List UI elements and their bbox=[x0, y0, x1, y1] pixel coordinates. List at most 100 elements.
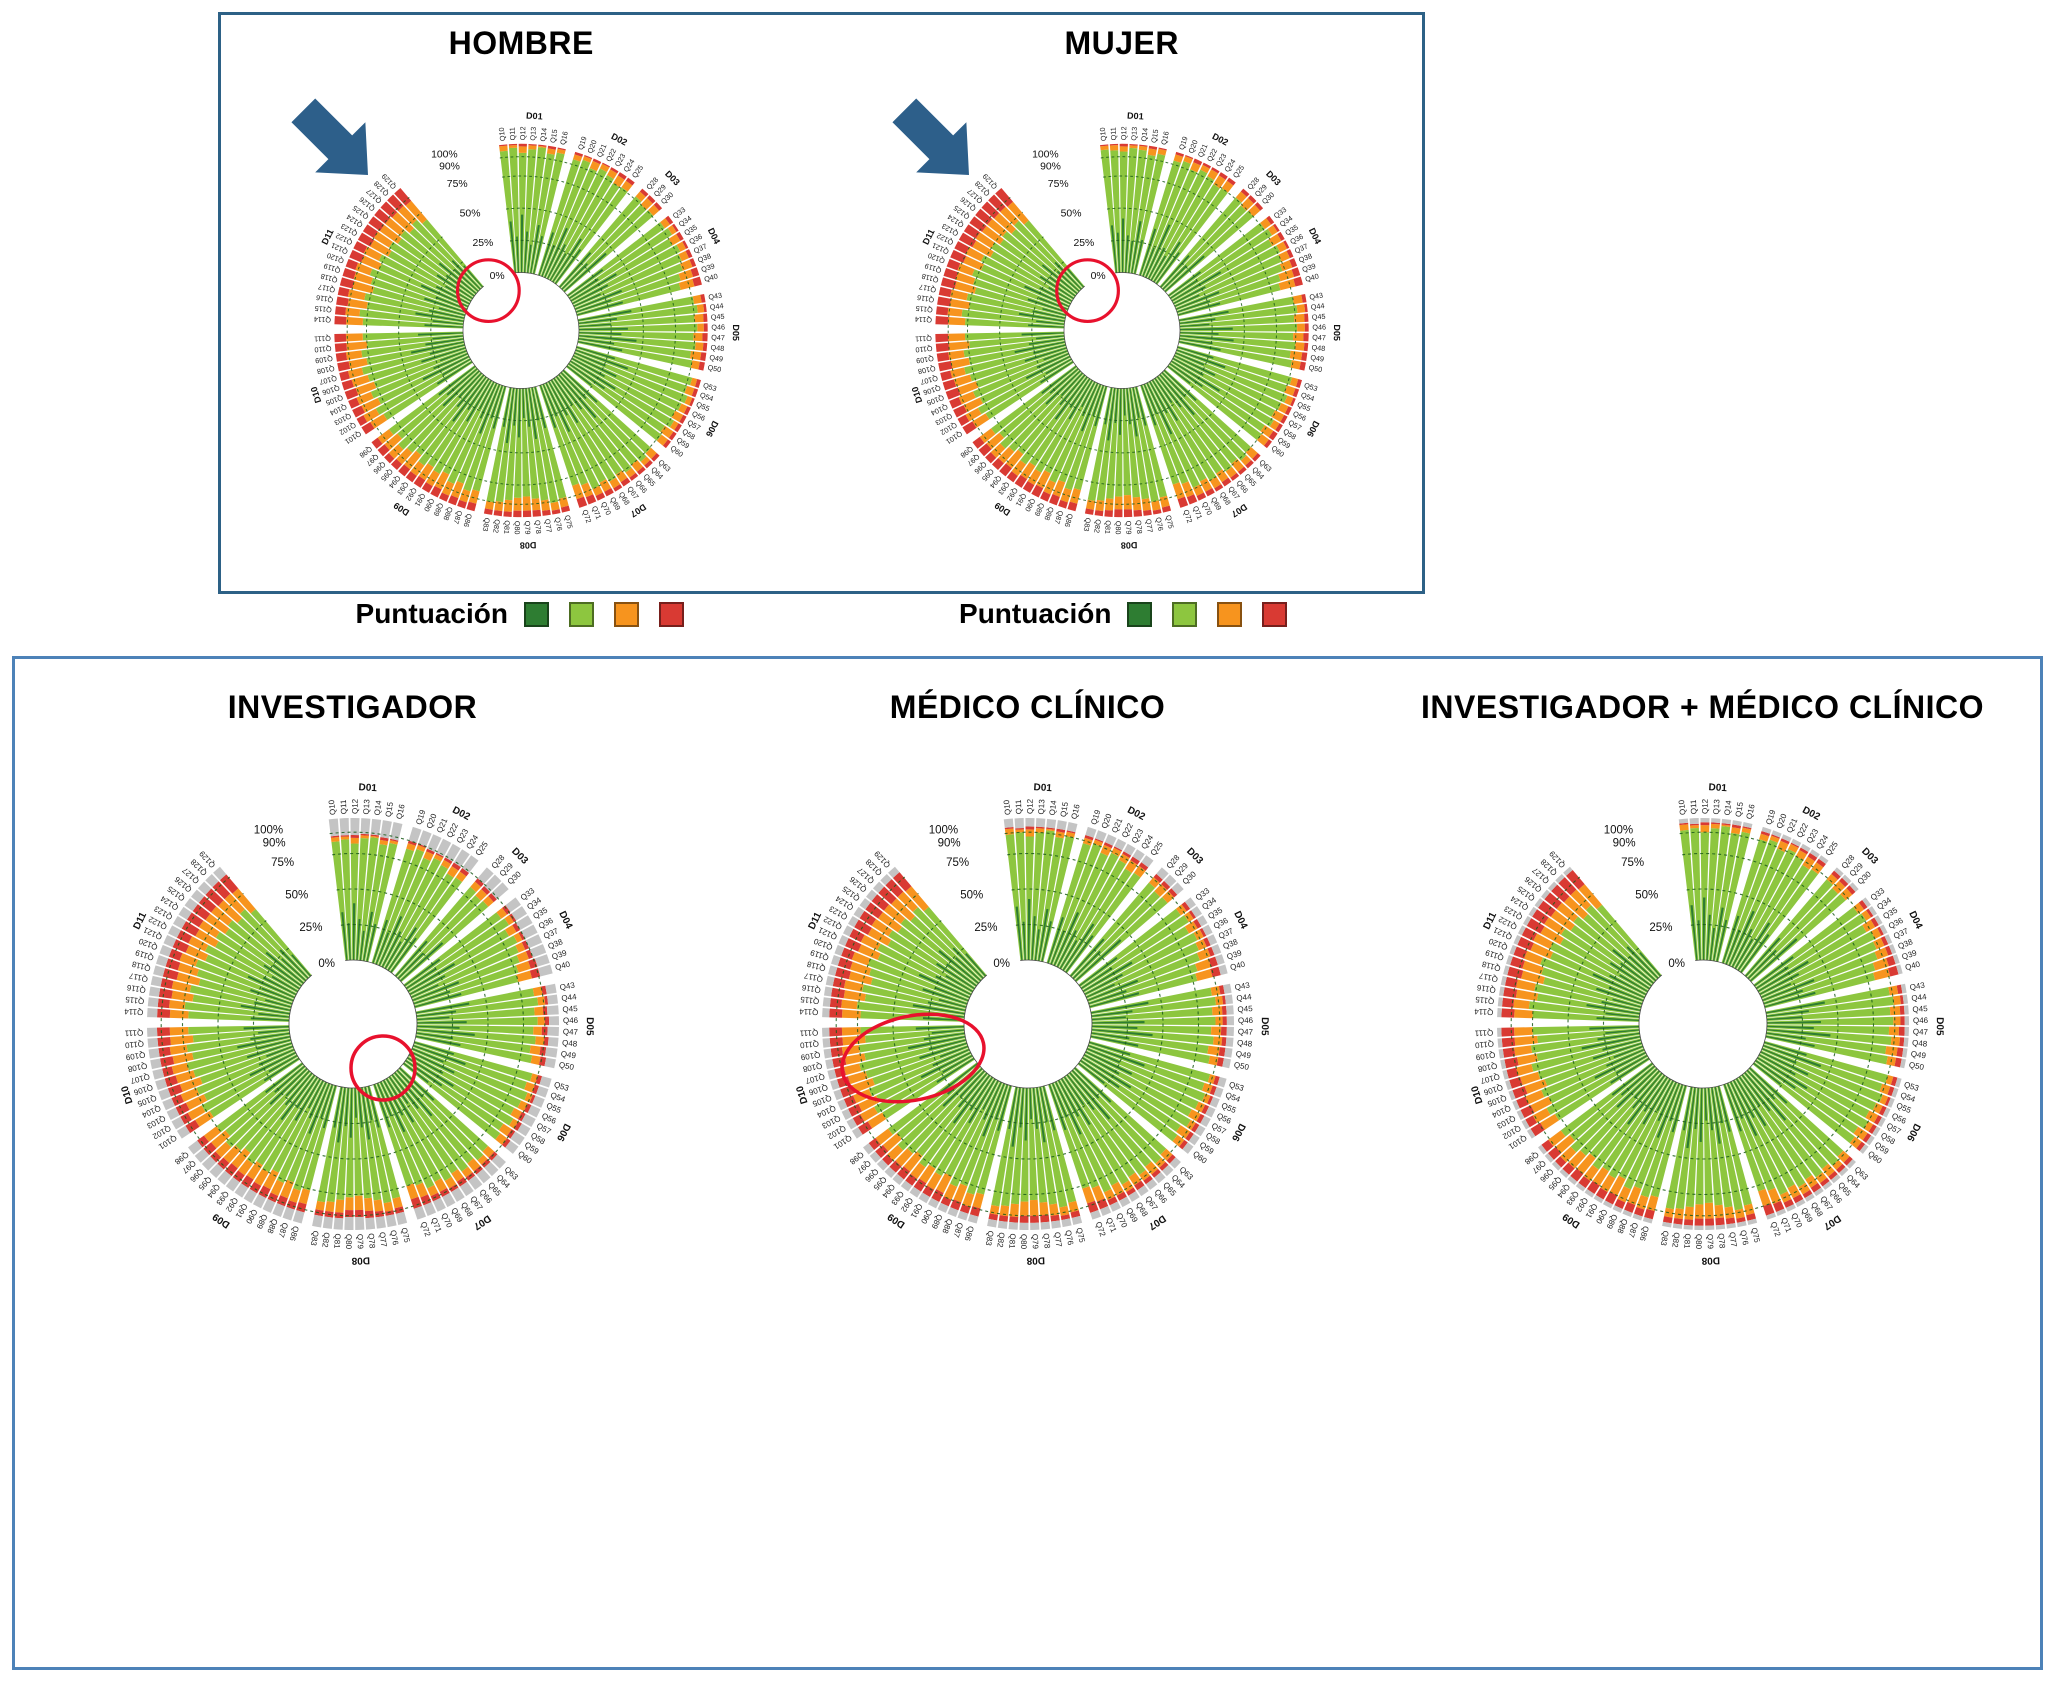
svg-text:75%: 75% bbox=[271, 857, 294, 869]
legend-swatch bbox=[523, 601, 549, 627]
svg-text:D05: D05 bbox=[583, 1017, 594, 1036]
arrow-annotation-icon bbox=[291, 98, 369, 175]
svg-text:Q114: Q114 bbox=[914, 315, 932, 325]
legend-swatch bbox=[568, 601, 594, 627]
svg-text:Q75: Q75 bbox=[563, 514, 575, 529]
svg-text:50%: 50% bbox=[1635, 889, 1658, 901]
svg-text:Q14: Q14 bbox=[1139, 127, 1150, 142]
svg-text:Q83: Q83 bbox=[1081, 517, 1092, 532]
svg-text:0%: 0% bbox=[993, 958, 1010, 970]
svg-text:Q80: Q80 bbox=[343, 1234, 352, 1250]
svg-text:Q87: Q87 bbox=[452, 509, 465, 525]
svg-text:0%: 0% bbox=[318, 958, 335, 970]
svg-text:Q48: Q48 bbox=[1311, 343, 1325, 353]
svg-text:Q116: Q116 bbox=[800, 983, 821, 995]
chart-title-investigador: INVESTIGADOR bbox=[227, 689, 478, 725]
svg-text:Q39: Q39 bbox=[700, 261, 716, 274]
svg-text:Q110: Q110 bbox=[799, 1039, 819, 1050]
legend-swatches bbox=[523, 601, 684, 627]
svg-text:Q108: Q108 bbox=[801, 1061, 823, 1074]
score-legend-hombre: Puntuación bbox=[218, 598, 822, 630]
svg-text:Q109: Q109 bbox=[799, 1050, 820, 1062]
svg-text:D06: D06 bbox=[704, 419, 720, 438]
svg-text:Q75: Q75 bbox=[1074, 1227, 1087, 1244]
svg-text:Q47: Q47 bbox=[1912, 1027, 1928, 1037]
svg-text:Q82: Q82 bbox=[491, 519, 502, 534]
svg-text:Q78: Q78 bbox=[533, 520, 543, 534]
svg-text:D04: D04 bbox=[556, 909, 574, 931]
svg-text:Q118: Q118 bbox=[920, 272, 939, 285]
svg-text:Q83: Q83 bbox=[983, 1230, 995, 1247]
svg-text:Q45: Q45 bbox=[1237, 1004, 1253, 1014]
svg-text:D01: D01 bbox=[1708, 782, 1727, 794]
svg-text:Q49: Q49 bbox=[709, 353, 724, 364]
svg-text:Q75: Q75 bbox=[1749, 1227, 1762, 1244]
svg-text:Q49: Q49 bbox=[560, 1049, 577, 1060]
svg-text:Q44: Q44 bbox=[1235, 992, 1252, 1003]
svg-text:D08: D08 bbox=[1026, 1254, 1045, 1266]
svg-text:25%: 25% bbox=[299, 922, 322, 934]
svg-text:0%: 0% bbox=[1090, 271, 1105, 282]
svg-text:Q15: Q15 bbox=[1149, 129, 1160, 144]
svg-text:Q16: Q16 bbox=[1744, 803, 1756, 820]
svg-text:Q50: Q50 bbox=[558, 1060, 575, 1072]
svg-text:Q16: Q16 bbox=[558, 130, 570, 145]
chart-wrap-investigador: Q10 Q11 Q12 Q13 Q14 Q15 Q16 D01 Q19 Q20 Q21 Q22 Q23 Q… bbox=[33, 728, 673, 1288]
svg-text:D05: D05 bbox=[1332, 324, 1342, 341]
svg-text:Q11: Q11 bbox=[508, 127, 518, 141]
svg-text:Q53: Q53 bbox=[1303, 381, 1319, 394]
svg-text:Q110: Q110 bbox=[124, 1039, 144, 1050]
svg-text:50%: 50% bbox=[460, 209, 481, 220]
svg-text:Q86: Q86 bbox=[962, 1225, 975, 1243]
svg-text:D04: D04 bbox=[706, 226, 722, 245]
svg-text:100%: 100% bbox=[928, 824, 957, 836]
svg-text:Q111: Q111 bbox=[314, 334, 331, 344]
svg-text:90%: 90% bbox=[262, 837, 285, 849]
svg-text:Q109: Q109 bbox=[315, 354, 334, 365]
legend-swatch bbox=[613, 601, 639, 627]
svg-text:Q12: Q12 bbox=[1700, 798, 1709, 814]
svg-text:Q14: Q14 bbox=[1047, 799, 1058, 816]
svg-text:D07: D07 bbox=[629, 502, 648, 519]
svg-text:Q83: Q83 bbox=[481, 517, 492, 532]
svg-text:Q87: Q87 bbox=[1052, 509, 1065, 525]
chart-wrap-mujer: Q10 Q11 Q12 Q13 Q14 Q15 Q16 D01 Q19 Q20 Q21 Q22 Q23 Q… bbox=[832, 62, 1412, 570]
legend-swatch bbox=[1127, 601, 1153, 627]
svg-text:Q15: Q15 bbox=[1733, 801, 1744, 818]
svg-text:Q110: Q110 bbox=[1474, 1039, 1494, 1050]
svg-text:D09: D09 bbox=[1560, 1210, 1582, 1230]
chart-wrap-investigador-medico-clinico: Q10 Q11 Q12 Q13 Q14 Q15 Q16 D01 Q19 Q20 Q21 Q22 Q23 Q… bbox=[1383, 728, 2023, 1288]
svg-text:D02: D02 bbox=[1210, 131, 1229, 147]
svg-text:Q77: Q77 bbox=[1144, 518, 1155, 533]
svg-text:Q109: Q109 bbox=[124, 1050, 145, 1062]
svg-text:Q78: Q78 bbox=[1041, 1233, 1051, 1249]
svg-text:Q86: Q86 bbox=[1062, 513, 1074, 529]
svg-text:Q81: Q81 bbox=[1007, 1233, 1017, 1249]
svg-text:D09: D09 bbox=[392, 500, 411, 518]
svg-text:Q86: Q86 bbox=[462, 513, 474, 529]
svg-text:D06: D06 bbox=[1228, 1121, 1246, 1143]
svg-text:Q40: Q40 bbox=[1229, 959, 1247, 972]
svg-text:Q19: Q19 bbox=[576, 135, 589, 151]
legend-swatch bbox=[658, 601, 684, 627]
svg-text:Q77: Q77 bbox=[543, 518, 554, 533]
radial-chart-investigador: Q10 Q11 Q12 Q13 Q14 Q15 Q16D01Q19Q20Q21Q22Q23Q… bbox=[119, 782, 594, 1266]
svg-text:90%: 90% bbox=[1612, 837, 1635, 849]
svg-text:0%: 0% bbox=[490, 271, 505, 282]
svg-text:Q47: Q47 bbox=[711, 333, 725, 342]
svg-text:D06: D06 bbox=[553, 1121, 571, 1143]
svg-text:Q76: Q76 bbox=[1738, 1229, 1750, 1246]
legend-swatch bbox=[1172, 601, 1198, 627]
svg-text:Q44: Q44 bbox=[710, 301, 725, 312]
role-comparison-panel: INVESTIGADOR Q10 Q11 Q12 Q13 Q14 Q15 Q16 D01 Q19… bbox=[12, 656, 2043, 1670]
svg-text:Q80: Q80 bbox=[1018, 1234, 1027, 1250]
svg-text:Q16: Q16 bbox=[394, 803, 406, 820]
svg-text:Q81: Q81 bbox=[1103, 520, 1113, 534]
svg-text:Q115: Q115 bbox=[1474, 995, 1494, 1006]
svg-text:Q13: Q13 bbox=[528, 127, 538, 141]
svg-text:Q78: Q78 bbox=[1134, 520, 1144, 534]
svg-text:Q13: Q13 bbox=[1711, 798, 1721, 814]
svg-text:Q78: Q78 bbox=[366, 1233, 376, 1249]
svg-text:Q116: Q116 bbox=[916, 293, 934, 305]
svg-text:Q45: Q45 bbox=[1912, 1004, 1928, 1014]
